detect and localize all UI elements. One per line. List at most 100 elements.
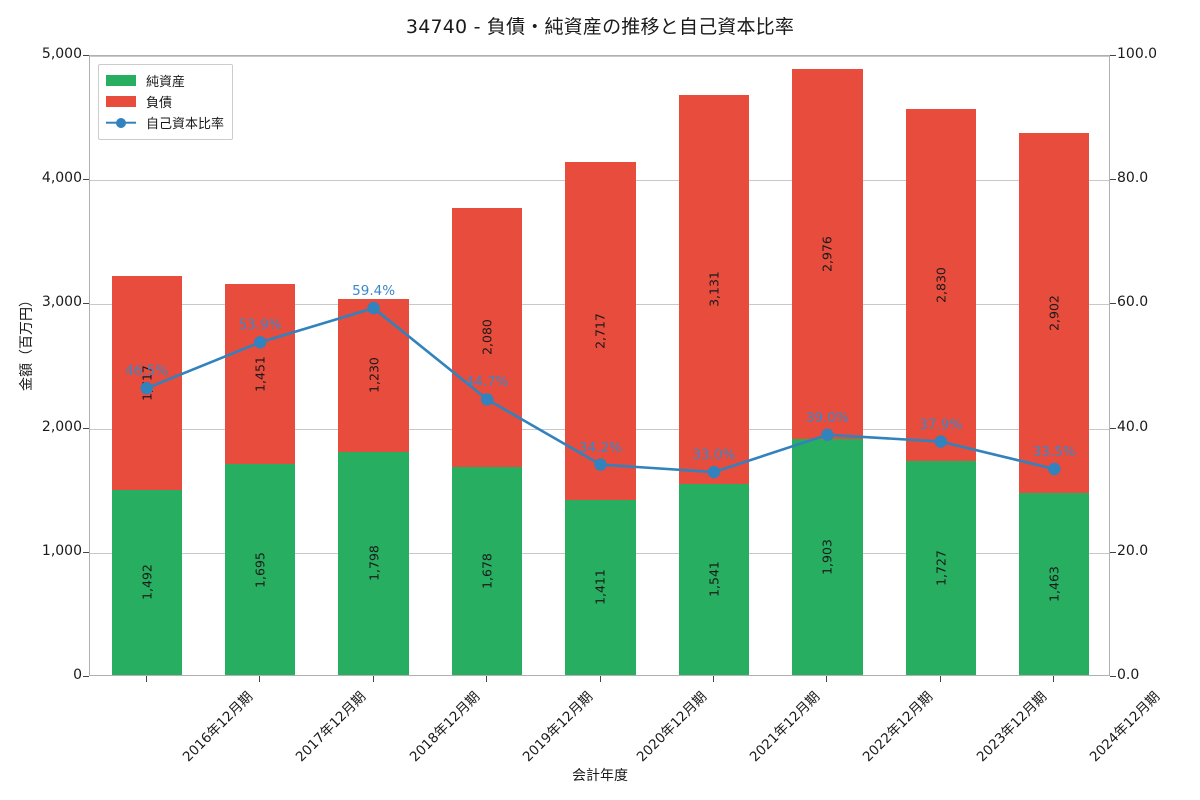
y-axis-right-tick-mark xyxy=(1110,55,1116,56)
y-axis-left-tick-mark xyxy=(83,303,89,305)
bar-segment-equity[interactable]: 1,411 xyxy=(565,499,636,675)
x-axis-tick-label: 2022年12月期 xyxy=(860,688,937,766)
bar-value-label-liability: 2,830 xyxy=(933,266,949,303)
legend-item-label: 自己資本比率 xyxy=(146,117,225,132)
bar-segment-liability[interactable]: 2,902 xyxy=(1019,132,1090,494)
y-axis-right-tick-mark xyxy=(1110,303,1116,305)
bar-segment-equity[interactable]: 1,463 xyxy=(1019,493,1090,675)
bar-group[interactable]: 1,541 3,131 xyxy=(678,54,750,675)
bar-segment-equity[interactable]: 1,492 xyxy=(111,489,182,675)
x-axis-tick-mark xyxy=(145,676,147,682)
ratio-value-label: 59.4% xyxy=(352,283,396,300)
bar-value-label-liability: 2,717 xyxy=(592,313,608,349)
ratio-value-label: 53.9% xyxy=(238,317,282,334)
y-axis-right-tick-label: 60.0 xyxy=(1117,294,1149,311)
x-axis-tick-label: 2021年12月期 xyxy=(746,688,824,766)
legend-item[interactable]: 純資産 xyxy=(106,70,224,91)
ratio-value-label: 34.2% xyxy=(579,439,622,456)
y-axis-left-tick-mark xyxy=(83,55,89,56)
legend-color-swatch xyxy=(106,96,136,107)
bar-value-label-liability: 3,131 xyxy=(706,271,722,308)
bar-group[interactable]: 1,903 2,976 xyxy=(792,54,863,675)
y-axis-left-tick-label: 3,000 xyxy=(41,294,82,311)
bar-value-label-liability: 2,902 xyxy=(1046,295,1062,331)
ratio-value-label: 33.0% xyxy=(692,447,736,464)
ratio-value-label: 33.5% xyxy=(1032,443,1076,460)
y-axis-right-tick-mark xyxy=(1110,427,1116,429)
legend-item-label: 純資産 xyxy=(146,75,186,90)
bar-segment-liability[interactable]: 1,230 xyxy=(338,298,409,452)
bar-segment-liability[interactable]: 2,080 xyxy=(451,208,523,467)
x-axis-tick-label: 2018年12月期 xyxy=(406,688,483,766)
x-axis-tick-mark xyxy=(712,676,714,682)
bar-segment-equity[interactable]: 1,903 xyxy=(792,438,863,675)
bar-group[interactable]: 1,695 1,451 xyxy=(224,54,296,675)
y-axis-left-tick-mark xyxy=(83,179,89,181)
legend-color-swatch xyxy=(106,75,136,86)
y-axis-left-tick-mark xyxy=(83,551,89,553)
y-axis-left-tick-label: 0 xyxy=(73,667,82,683)
x-axis-tick-label: 2017年12月期 xyxy=(292,688,370,766)
y-axis-right-tick-label: 40.0 xyxy=(1117,418,1149,435)
x-axis-tick-mark xyxy=(939,676,941,682)
x-axis-tick-label: 2016年12月期 xyxy=(179,688,256,766)
x-axis-tick-mark xyxy=(826,676,828,682)
bar-value-label-equity: 1,903 xyxy=(819,538,835,575)
bar-value-label-equity: 1,678 xyxy=(479,552,495,589)
y-axis-left-tick-mark xyxy=(83,676,89,677)
bar-segment-liability[interactable]: 2,830 xyxy=(905,109,976,461)
x-axis-title: 会計年度 xyxy=(572,768,628,784)
bar-value-label-liability: 2,976 xyxy=(819,235,835,272)
bar-group[interactable]: 1,463 2,902 xyxy=(1019,54,1090,675)
bar-segment-liability[interactable]: 1,451 xyxy=(224,284,296,465)
bar-segment-equity[interactable]: 1,727 xyxy=(905,460,976,675)
x-axis-tick-mark xyxy=(599,676,601,682)
y-axis-right-tick-label: 0.0 xyxy=(1117,667,1140,683)
x-axis-tick-label: 2020年12月期 xyxy=(633,688,710,766)
bar-value-label-equity: 1,463 xyxy=(1046,566,1062,603)
ratio-value-label: 46.5% xyxy=(125,363,169,380)
legend-item-label: 負債 xyxy=(146,96,173,111)
bar-value-label-equity: 1,411 xyxy=(592,569,608,606)
legend-item[interactable]: 負債 xyxy=(106,91,224,112)
chart-legend: 純資産負債自己資本比率 xyxy=(98,64,234,140)
y-axis-right-tick-mark xyxy=(1110,179,1116,181)
bar-segment-equity[interactable]: 1,678 xyxy=(451,466,523,675)
bar-value-label-equity: 1,541 xyxy=(706,561,722,598)
y-axis-right-tick-mark xyxy=(1110,551,1116,553)
bar-segment-liability[interactable]: 2,976 xyxy=(792,69,863,439)
ratio-value-label: 39.0% xyxy=(805,409,849,426)
bar-group[interactable]: 1,411 2,717 xyxy=(565,54,636,675)
ratio-value-label: 44.7% xyxy=(465,374,509,391)
y-axis-left-tick-label: 4,000 xyxy=(41,170,82,187)
bar-group[interactable]: 1,678 2,080 xyxy=(451,54,523,675)
y-axis-right-tick-label: 100.0 xyxy=(1117,46,1158,62)
bar-segment-liability[interactable]: 3,131 xyxy=(678,94,750,484)
x-axis-tick-mark xyxy=(259,676,261,682)
y-axis-left-tick-mark xyxy=(83,427,89,429)
bar-segment-equity[interactable]: 1,695 xyxy=(224,464,296,675)
bar-segment-liability[interactable]: 1,717 xyxy=(111,276,182,490)
y-axis-left-tick-label: 5,000 xyxy=(41,46,82,62)
bar-value-label-liability: 2,080 xyxy=(479,319,495,356)
bar-value-label-equity: 1,727 xyxy=(933,549,949,586)
bar-value-label-equity: 1,492 xyxy=(139,564,155,601)
bar-group[interactable]: 1,798 1,230 xyxy=(338,54,409,675)
bar-value-label-equity: 1,798 xyxy=(366,545,382,582)
bar-segment-equity[interactable]: 1,798 xyxy=(338,451,409,675)
bar-value-label-liability: 1,230 xyxy=(366,357,382,394)
x-axis-tick-mark xyxy=(1053,676,1055,682)
legend-item[interactable]: 自己資本比率 xyxy=(106,112,224,133)
bar-group[interactable]: 1,727 2,830 xyxy=(905,54,976,675)
y-axis-right-tick-label: 80.0 xyxy=(1117,170,1149,187)
bar-value-label-liability: 1,451 xyxy=(252,356,268,393)
x-axis-tick-mark xyxy=(372,676,374,682)
bar-segment-equity[interactable]: 1,541 xyxy=(678,483,750,675)
x-axis-tick-label: 2024年12月期 xyxy=(1087,688,1164,766)
y-axis-left-tick-label: 2,000 xyxy=(41,418,82,435)
x-axis-tick-label: 2023年12月期 xyxy=(973,688,1051,766)
bar-value-label-equity: 1,695 xyxy=(252,551,268,588)
x-axis-tick-label: 2019年12月期 xyxy=(519,688,597,766)
chart-title: 34740 - 負債・純資産の推移と自己資本比率 xyxy=(405,16,795,38)
